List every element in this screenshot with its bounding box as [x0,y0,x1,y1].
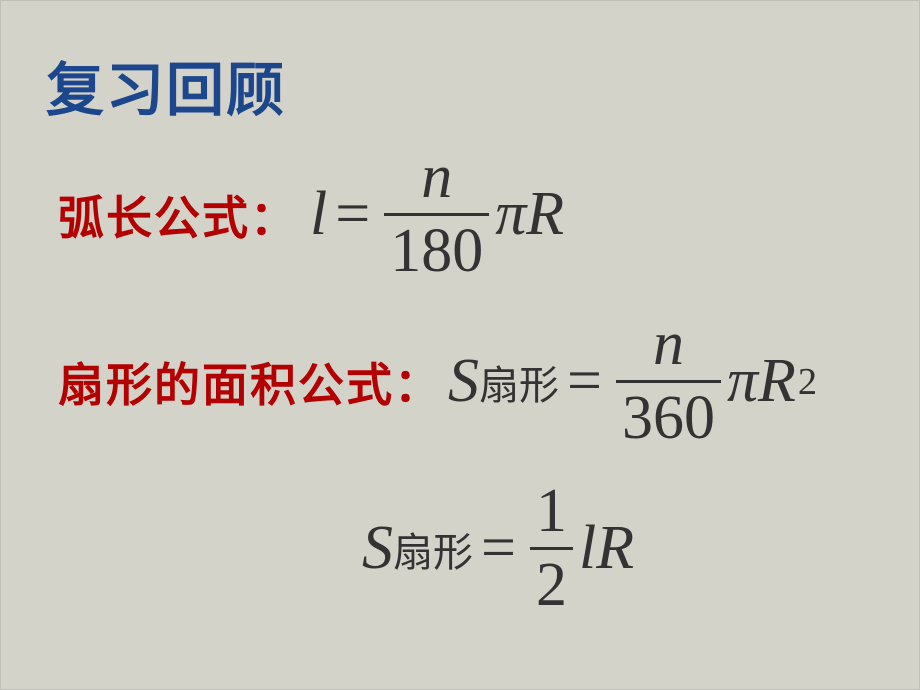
arc-length-label: 弧长公式： [58,182,298,248]
var-s: S [448,346,479,417]
var-r: R [526,179,564,250]
equals-sign: = [481,513,516,584]
subscript-sector: 扇形 [479,353,559,411]
fraction-n-360: n 360 [616,312,721,451]
fraction-n-180: n 180 [384,145,489,284]
sector-area-label: 扇形的面积公式： [58,349,442,415]
arc-length-row: 弧长公式： l = n 180 π R [58,145,874,284]
page-title: 复习回顾 [46,43,874,127]
fraction-1-2: 1 2 [530,479,573,618]
var-s: S [362,513,393,584]
fraction-bar [384,213,489,216]
equals-sign: = [567,346,602,417]
var-r: R [758,346,796,417]
sector-area-row: 扇形的面积公式： S 扇形 = n 360 π R 2 [58,312,874,451]
exponent-2: 2 [798,360,817,404]
sector-area-formula-2: S 扇形 = 1 2 l R [362,479,634,618]
fraction-numerator: n [415,145,458,210]
var-l: l [310,179,327,250]
pi-symbol: π [727,346,758,417]
fraction-denominator: 180 [384,219,489,284]
fraction-bar [616,380,721,383]
equals-sign: = [335,179,370,250]
fraction-denominator: 360 [616,386,721,451]
fraction-bar [530,547,573,550]
fraction-numerator: n [647,312,690,377]
sector-area-row-2: S 扇形 = 1 2 l R [362,479,874,618]
subscript-sector: 扇形 [393,520,473,578]
arc-length-formula: l = n 180 π R [310,145,564,284]
fraction-denominator: 2 [530,553,573,618]
var-l: l [579,513,596,584]
fraction-numerator: 1 [530,479,573,544]
pi-symbol: π [495,179,526,250]
sector-area-formula-1: S 扇形 = n 360 π R 2 [448,312,817,451]
var-r: R [596,513,634,584]
